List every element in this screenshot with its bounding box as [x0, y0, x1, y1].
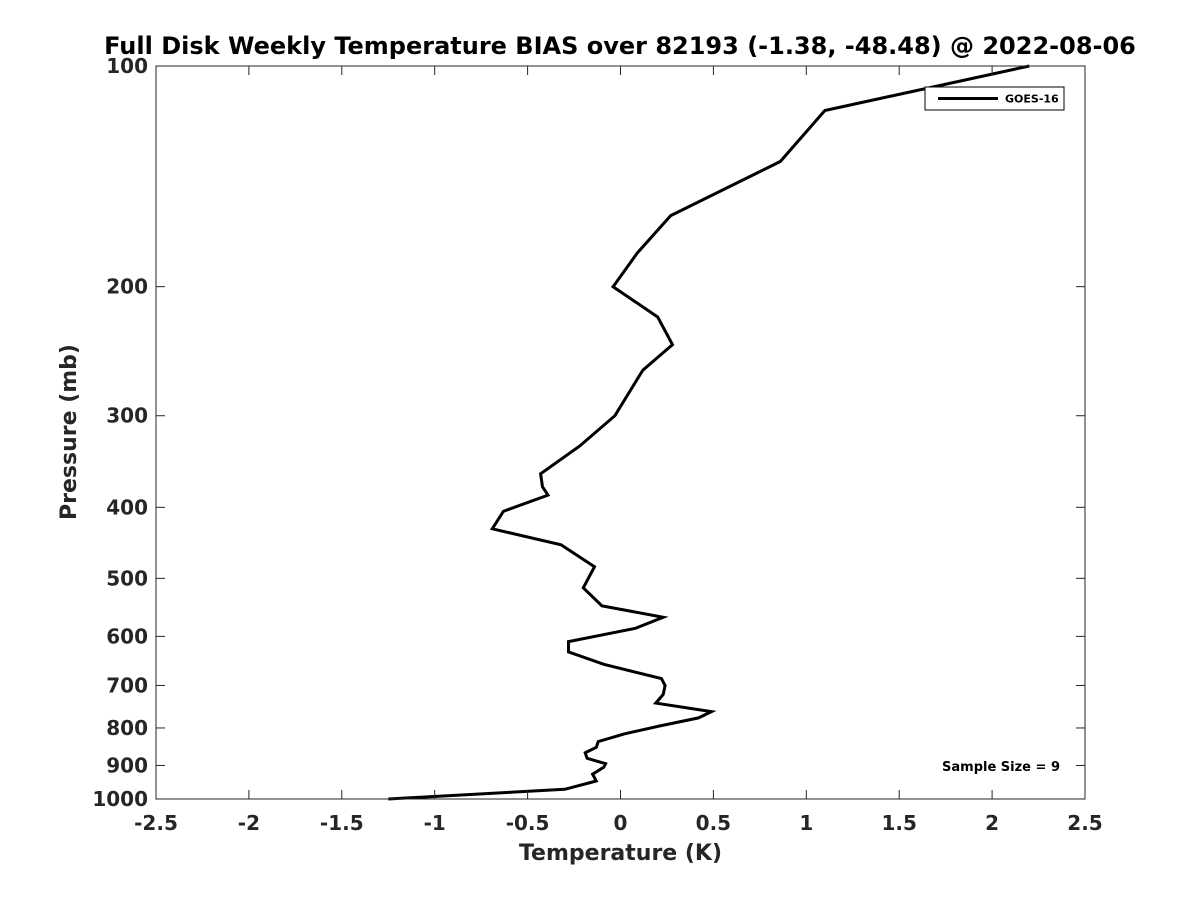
x-tick-label: -0.5: [506, 811, 550, 835]
x-tick-label: -1.5: [320, 811, 364, 835]
legend-label-goes-16: GOES-16: [1005, 93, 1059, 106]
y-tick-label: 800: [106, 716, 148, 740]
y-tick-label: 500: [106, 566, 148, 590]
legend: GOES-16: [924, 86, 1065, 111]
x-axis: -2.5 -2 -1.5 -1 -0.5 0 0.5 1 1.5 2 2.5: [134, 66, 1103, 835]
y-tick-label: 200: [106, 275, 148, 299]
x-tick-label: 0.5: [696, 811, 731, 835]
y-tick-label: 600: [106, 624, 148, 648]
chart-title: Full Disk Weekly Temperature BIAS over 8…: [104, 32, 1136, 60]
x-tick-label: 2: [985, 811, 999, 835]
y-tick-label: 900: [106, 753, 148, 777]
y-tick-label: 400: [106, 495, 148, 519]
x-axis-label: Temperature (K): [519, 841, 722, 866]
x-tick-label: -1: [424, 811, 446, 835]
y-tick-label: 100: [106, 54, 148, 78]
x-tick-label: 2.5: [1067, 811, 1102, 835]
y-tick-label: 300: [106, 404, 148, 428]
plot-area: [388, 64, 1030, 801]
y-tick-label: 1000: [92, 787, 148, 811]
y-axis-label: Pressure (mb): [57, 344, 82, 520]
sample-size-annotation: Sample Size = 9: [942, 760, 1060, 775]
x-tick-label: 0: [614, 811, 628, 835]
x-tick-label: 1: [799, 811, 813, 835]
y-axis: 100 200 300 400 500 600 700 800 900 1000: [92, 54, 1085, 811]
x-tick-label: 1.5: [881, 811, 916, 835]
x-tick-label: -2.5: [134, 811, 178, 835]
axes-box: [155, 65, 1086, 800]
series-line-goes-16: [388, 64, 1030, 801]
y-tick-label: 700: [106, 673, 148, 697]
x-tick-label: -2: [238, 811, 260, 835]
